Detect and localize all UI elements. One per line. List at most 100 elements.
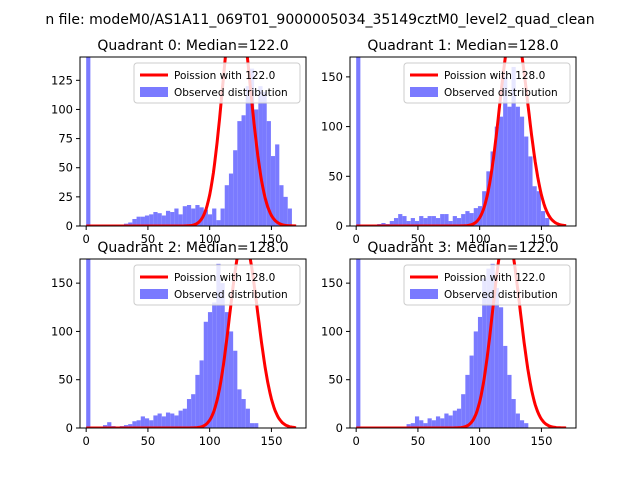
- histogram-bar: [132, 219, 137, 226]
- histogram-bar: [128, 222, 133, 226]
- histogram-bar: [440, 214, 445, 226]
- histogram-bar: [524, 136, 529, 226]
- histogram-bar: [440, 418, 445, 428]
- y-tick-label: 0: [336, 421, 343, 435]
- histogram-bar: [356, 57, 361, 226]
- histogram-bar: [431, 216, 436, 226]
- histogram-bar: [410, 423, 415, 428]
- legend-hist-swatch: [140, 289, 168, 299]
- histogram-bar: [237, 121, 242, 226]
- legend: Poission with 122.0 Observed distribution: [133, 62, 301, 104]
- y-tick-label: 50: [58, 161, 73, 175]
- subplot-title: Quadrant 3: Median=122.0: [367, 240, 558, 256]
- histogram-bar: [140, 416, 145, 428]
- histogram-bar: [149, 420, 154, 428]
- histogram-bar: [262, 91, 267, 226]
- histogram-bar: [536, 191, 541, 226]
- histogram-bar: [191, 208, 196, 226]
- histogram-bar: [220, 208, 225, 226]
- x-tick-label: 100: [199, 232, 221, 246]
- histogram-bar: [86, 57, 91, 226]
- x-tick-label: 150: [530, 434, 552, 448]
- histogram-bar: [393, 218, 399, 226]
- histogram-bar: [423, 218, 428, 226]
- histogram-bar: [157, 413, 162, 428]
- histogram-bar: [174, 415, 179, 428]
- histogram-bar: [186, 399, 192, 428]
- histogram-bar: [86, 259, 91, 428]
- histogram-bar: [494, 287, 499, 428]
- y-tick-label: 0: [66, 219, 73, 233]
- histogram-bar: [456, 218, 462, 226]
- x-tick-label: 0: [83, 232, 90, 246]
- histogram-bar: [469, 355, 474, 428]
- histogram-bar: [237, 389, 242, 428]
- subplot-quadrant-3: 0 50 100 150 0 50 100 150 Quadrant 3: Median=122…: [321, 240, 577, 448]
- y-tick-label: 125: [51, 73, 73, 87]
- histogram-bar: [448, 221, 453, 226]
- histogram-bar: [149, 214, 154, 226]
- histogram-bar: [427, 216, 432, 226]
- legend-hist-label: Observed distribution: [174, 87, 288, 99]
- histogram-bar: [233, 350, 238, 428]
- histogram-bar: [128, 424, 133, 428]
- histogram-bar: [254, 423, 259, 428]
- histogram-bar: [216, 263, 221, 428]
- histogram-bar: [254, 109, 259, 226]
- y-tick-label: 25: [58, 190, 73, 204]
- y-tick-label: 100: [321, 324, 343, 338]
- histogram-bar: [165, 412, 171, 428]
- x-tick-label: 0: [353, 434, 360, 448]
- y-tick-label: 100: [321, 120, 343, 134]
- histogram-bar: [132, 421, 137, 428]
- histogram-bar: [224, 312, 229, 428]
- histogram-bar: [161, 416, 166, 428]
- y-tick-label: 50: [58, 373, 73, 387]
- x-tick-label: 100: [469, 434, 491, 448]
- histogram-bar: [212, 208, 217, 226]
- legend-box: [133, 264, 301, 306]
- subplot-quadrant-0: 0 50 100 150 0 25 50 75 100 125 Quadrant 0: Median…: [51, 38, 307, 246]
- histogram-bar: [465, 374, 470, 428]
- histogram-bar: [482, 278, 487, 428]
- histogram-bar: [507, 106, 512, 226]
- legend: Poission with 122.0 Observed distribution: [403, 264, 571, 306]
- histogram-bar: [165, 210, 171, 226]
- histogram-bar: [532, 186, 537, 226]
- histogram-bar: [241, 115, 246, 226]
- histogram-bar: [519, 420, 525, 428]
- histogram-bar: [469, 213, 474, 226]
- histogram-bar: [356, 259, 361, 428]
- histogram-bar: [258, 86, 263, 226]
- x-tick-label: 0: [353, 232, 360, 246]
- legend-box: [403, 62, 571, 104]
- histogram-bar: [153, 212, 158, 226]
- histogram-bar: [224, 185, 229, 226]
- y-tick-label: 75: [58, 132, 73, 146]
- histogram-bar: [203, 209, 208, 226]
- histogram-bar: [245, 408, 250, 428]
- histogram-bar: [203, 321, 208, 428]
- subplot-title: Quadrant 1: Median=128.0: [367, 38, 558, 54]
- histogram-bar: [161, 215, 166, 226]
- legend: Poission with 128.0 Observed distribution: [133, 264, 301, 306]
- histogram-bar: [191, 394, 196, 428]
- y-tick-label: 50: [328, 169, 343, 183]
- histogram-bar: [511, 66, 516, 226]
- histogram-bar: [245, 86, 250, 226]
- legend-hist-label: Observed distribution: [174, 289, 288, 301]
- histogram-bar: [515, 413, 520, 428]
- x-tick-label: 50: [411, 232, 426, 246]
- histogram-bar: [398, 214, 403, 226]
- histogram-bar: [144, 215, 150, 226]
- histogram-bar: [178, 410, 183, 428]
- histogram-bar: [279, 185, 284, 226]
- y-tick-label: 0: [336, 219, 343, 233]
- histogram-bar: [186, 205, 192, 226]
- y-tick-label: 50: [328, 373, 343, 387]
- histogram-bar: [136, 420, 141, 428]
- x-tick-label: 50: [411, 434, 426, 448]
- legend-hist-swatch: [410, 87, 438, 97]
- histogram-bar: [473, 331, 478, 428]
